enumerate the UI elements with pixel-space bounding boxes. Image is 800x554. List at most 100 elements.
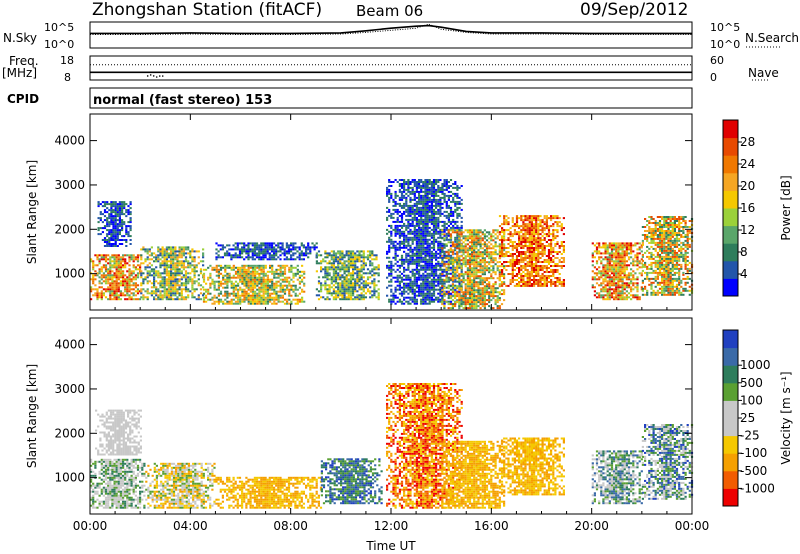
power-cell: [462, 247, 465, 250]
power-cell: [207, 290, 210, 293]
power-cell: [266, 274, 269, 277]
power-cell: [189, 290, 192, 293]
power-cell: [418, 254, 421, 257]
power-cell: [326, 298, 329, 301]
power-cell: [358, 298, 361, 301]
power-cell: [322, 296, 325, 299]
power-cell: [126, 290, 129, 293]
power-cell: [170, 280, 173, 283]
power-cell: [104, 260, 108, 263]
power-cell: [483, 307, 486, 310]
power-cell: [94, 284, 97, 287]
power-cell: [445, 179, 448, 181]
power-cell: [473, 291, 476, 294]
power-cell: [136, 268, 140, 271]
power-cell: [432, 280, 436, 283]
power-cell: [483, 281, 486, 284]
power-cell: [432, 282, 436, 285]
power-cell: [451, 277, 454, 280]
power-cell: [271, 278, 274, 281]
power-cell: [337, 284, 340, 287]
power-cell: [362, 262, 365, 265]
power-cell: [475, 281, 478, 284]
power-cell: [247, 292, 250, 295]
power-cell: [356, 274, 359, 277]
power-cell: [449, 262, 453, 265]
power-cell: [511, 253, 514, 255]
power-cell: [146, 296, 149, 299]
power-cell: [241, 246, 244, 249]
power-cell: [430, 183, 433, 185]
power-cell: [390, 274, 393, 277]
power-cell: [187, 248, 190, 251]
power-cell: [176, 262, 179, 265]
power-cell: [328, 288, 331, 291]
power-cell: [430, 260, 433, 263]
power-cell: [347, 266, 350, 269]
power-cell: [396, 300, 399, 303]
power-cell: [458, 289, 461, 292]
power-cell: [114, 245, 117, 247]
power-cell: [407, 242, 410, 245]
power-cell: [452, 268, 455, 271]
power-cell: [511, 259, 514, 261]
power-cell: [420, 252, 423, 255]
power-cell: [422, 288, 425, 291]
power-cell: [254, 298, 257, 301]
power-cell: [471, 235, 474, 238]
power-cell: [454, 226, 457, 229]
power-cell: [462, 259, 465, 262]
power-cell: [334, 292, 338, 295]
power-cell: [451, 257, 454, 260]
power-cell: [193, 258, 196, 261]
power-cell: [223, 254, 227, 257]
power-cell: [415, 278, 418, 281]
power-cell: [96, 296, 99, 299]
power-cell: [424, 206, 427, 209]
power-cell: [142, 288, 145, 291]
power-cell: [511, 261, 514, 263]
power-cell: [369, 296, 372, 299]
power-cell: [447, 206, 450, 209]
power-cell: [443, 268, 446, 271]
power-cell: [443, 243, 446, 246]
power-cell: [505, 215, 508, 218]
power-cell: [435, 254, 438, 257]
power-cell: [468, 253, 472, 256]
power-cell: [449, 272, 453, 275]
power-cell: [420, 294, 423, 297]
power-cell: [234, 288, 238, 291]
power-cell: [349, 280, 353, 283]
power-cell: [386, 250, 389, 253]
power-cell: [180, 288, 183, 291]
power-cell: [254, 278, 257, 281]
power-cell: [110, 217, 113, 220]
power-cell: [273, 252, 276, 255]
power-cell: [163, 250, 166, 253]
power-cell: [262, 298, 265, 301]
power-cell: [292, 246, 295, 249]
power-cell: [180, 248, 183, 251]
power-cell: [398, 240, 401, 243]
power-cell: [113, 256, 116, 259]
freq-left-tick: 18: [60, 54, 74, 67]
power-cell: [439, 202, 442, 205]
power-cell: [420, 232, 423, 235]
power-cell: [301, 288, 304, 291]
power-cell: [155, 294, 158, 297]
power-cell: [428, 242, 431, 245]
power-cell: [420, 254, 423, 257]
power-cell: [315, 262, 318, 265]
power-cell: [104, 278, 108, 281]
power-cell: [479, 231, 482, 234]
power-cell: [424, 274, 427, 277]
power-cell: [468, 231, 472, 234]
power-cell: [132, 272, 135, 275]
power-cell: [479, 297, 482, 300]
power-cell: [136, 290, 140, 293]
power-cell: [507, 223, 510, 226]
power-cell: [266, 302, 269, 305]
power-cell: [394, 270, 397, 273]
power-cell: [430, 252, 433, 255]
power-cell: [110, 203, 113, 206]
